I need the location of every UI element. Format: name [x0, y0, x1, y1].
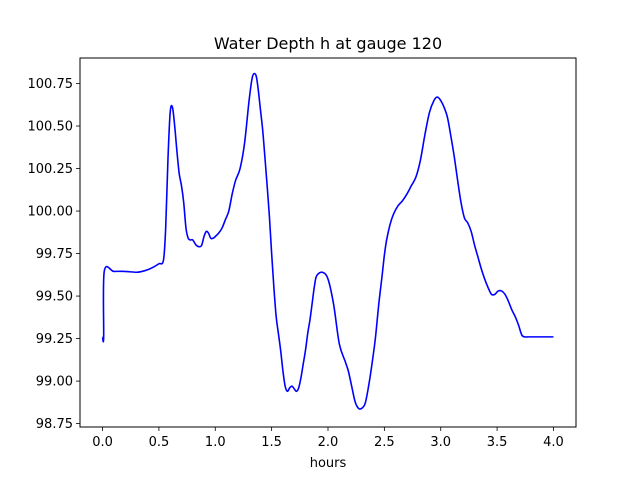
x-tick-label: 0.5 [149, 435, 170, 450]
y-tick-label: 100.75 [28, 77, 74, 92]
x-tick-label: 3.0 [430, 435, 451, 450]
x-tick-label: 0.0 [92, 435, 113, 450]
x-axis-label: hours [310, 456, 347, 471]
y-tick-label: 100.25 [28, 162, 74, 177]
y-tick-label: 99.50 [36, 290, 73, 305]
y-tick-label: 99.25 [36, 332, 73, 347]
series-layer [101, 72, 554, 410]
chart-title: Water Depth h at gauge 120 [214, 34, 442, 53]
y-tick-label: 99.75 [36, 247, 73, 262]
y-tick-label: 99.00 [36, 375, 73, 390]
y-tick-label: 100.00 [28, 205, 74, 220]
x-tick-label: 2.5 [374, 435, 395, 450]
series-line-0 [101, 72, 554, 410]
x-tick-label: 2.0 [318, 435, 339, 450]
y-tick-label: 100.50 [28, 120, 74, 135]
x-tick-label: 3.5 [487, 435, 508, 450]
y-axis: 98.75 99.00 99.25 99.50 99.75 100.00 100.25 100… [28, 77, 80, 432]
y-tick-label: 98.75 [36, 417, 73, 432]
x-tick-label: 4.0 [543, 435, 564, 450]
x-tick-label: 1.0 [205, 435, 226, 450]
x-axis: 0.0 0.5 1.0 1.5 2.0 2.5 3.0 3.5 4.0 [92, 427, 564, 450]
x-tick-label: 1.5 [261, 435, 282, 450]
